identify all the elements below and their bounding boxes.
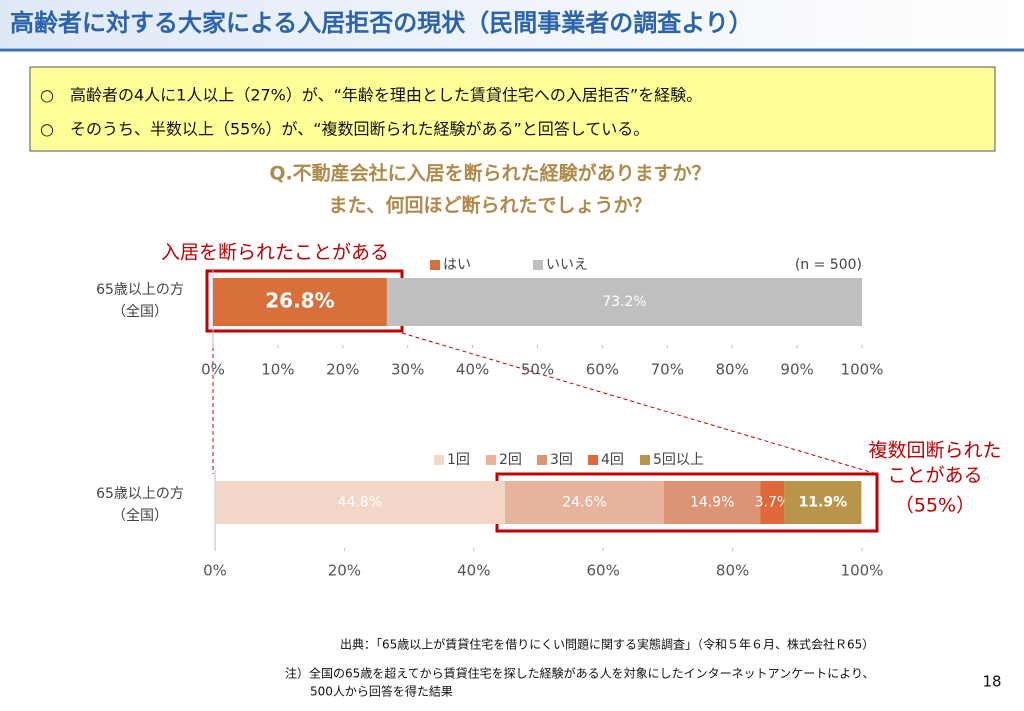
legend-swatch (588, 455, 598, 465)
summary-line: ○ 高齢者の4人に1人以上（27%）が、“年齢を理由とした賃貸住宅への入居拒否”… (40, 86, 702, 105)
legend-label: 4回 (601, 452, 624, 468)
legend-label: 2回 (499, 452, 522, 468)
legend-label: 1回 (447, 452, 470, 468)
page-number: 18 (982, 673, 1001, 691)
legend-label: はい (443, 257, 471, 273)
annotation: 複数回断られた (868, 440, 1001, 462)
x-tick-label: 20% (328, 562, 361, 580)
x-tick-label: 40% (456, 361, 489, 379)
x-tick-label: 0% (201, 361, 225, 379)
value-label: 73.2% (602, 294, 646, 310)
x-tick-label: 70% (651, 361, 684, 379)
title-band (0, 0, 1024, 48)
legend-swatch (533, 260, 543, 270)
x-tick-label: 0% (203, 562, 227, 580)
bar-segment (386, 278, 862, 326)
value-label: 44.8% (338, 495, 382, 511)
bar-segment (504, 481, 665, 524)
question: Q.不動産会社に入居を断られた経験がありますか？ (269, 162, 710, 185)
annotation: 入居を断られたことがある (161, 242, 389, 264)
bar-segment (784, 481, 862, 524)
value-label: 14.9% (690, 495, 734, 511)
x-tick-label: 80% (716, 562, 749, 580)
category-label: （全国） (112, 303, 168, 320)
value-label: 3.7% (755, 495, 791, 511)
slide-title: 高齢者に対する大家による入居拒否の現状（民間事業者の調査より） (10, 9, 753, 37)
note: 500人から回答を得た結果 (310, 684, 453, 699)
value-label: 24.6% (562, 495, 606, 511)
bar-segment (213, 278, 387, 326)
source: 出典：「65歳以上が賃貸住宅を借りにくい問題に関する実態調査」（令和５年６月、株… (340, 637, 874, 652)
x-tick-label: 10% (261, 361, 294, 379)
x-tick-label: 60% (586, 361, 619, 379)
bar-segment (215, 481, 505, 524)
x-tick-label: 100% (841, 562, 884, 580)
x-tick-label: 20% (326, 361, 359, 379)
legend-swatch (640, 455, 650, 465)
annotation: ことがある (887, 465, 982, 487)
question: また、何回ほど断られたでしょうか？ (328, 194, 651, 217)
bar-segment (664, 481, 761, 524)
legend-swatch (434, 455, 444, 465)
legend-swatch (537, 455, 547, 465)
sample-note: (n = 500) (795, 257, 862, 273)
connector (401, 332, 878, 475)
x-tick-label: 80% (716, 361, 749, 379)
category-label: 65歳以上の方 (96, 282, 184, 298)
x-tick-label: 90% (780, 361, 813, 379)
category-label: （全国） (112, 507, 168, 524)
legend-swatch (486, 455, 496, 465)
legend-swatch (430, 260, 440, 270)
x-tick-label: 40% (457, 562, 490, 580)
x-tick-label: 30% (391, 361, 424, 379)
x-tick-label: 50% (521, 361, 554, 379)
category-label: 65歳以上の方 (96, 486, 184, 502)
summary-box (29, 66, 996, 152)
x-tick-label: 60% (587, 562, 620, 580)
note: 注）全国の65歳を超えてから賃貸住宅を探した経験がある人を対象にしたインターネッ… (285, 666, 874, 681)
summary-line: ○ そのうち、半数以上（55%）が、“複数回断られた経験がある”と回答している。 (40, 120, 649, 139)
bar-segment (760, 481, 785, 524)
annotation: （55%） (895, 495, 975, 517)
legend-label: いいえ (546, 257, 588, 273)
x-tick-label: 100% (841, 361, 884, 379)
legend-label: 5回以上 (653, 452, 704, 468)
value-label: 26.8% (265, 289, 334, 313)
value-label: 11.9% (799, 495, 848, 511)
legend-label: 3回 (550, 452, 573, 468)
